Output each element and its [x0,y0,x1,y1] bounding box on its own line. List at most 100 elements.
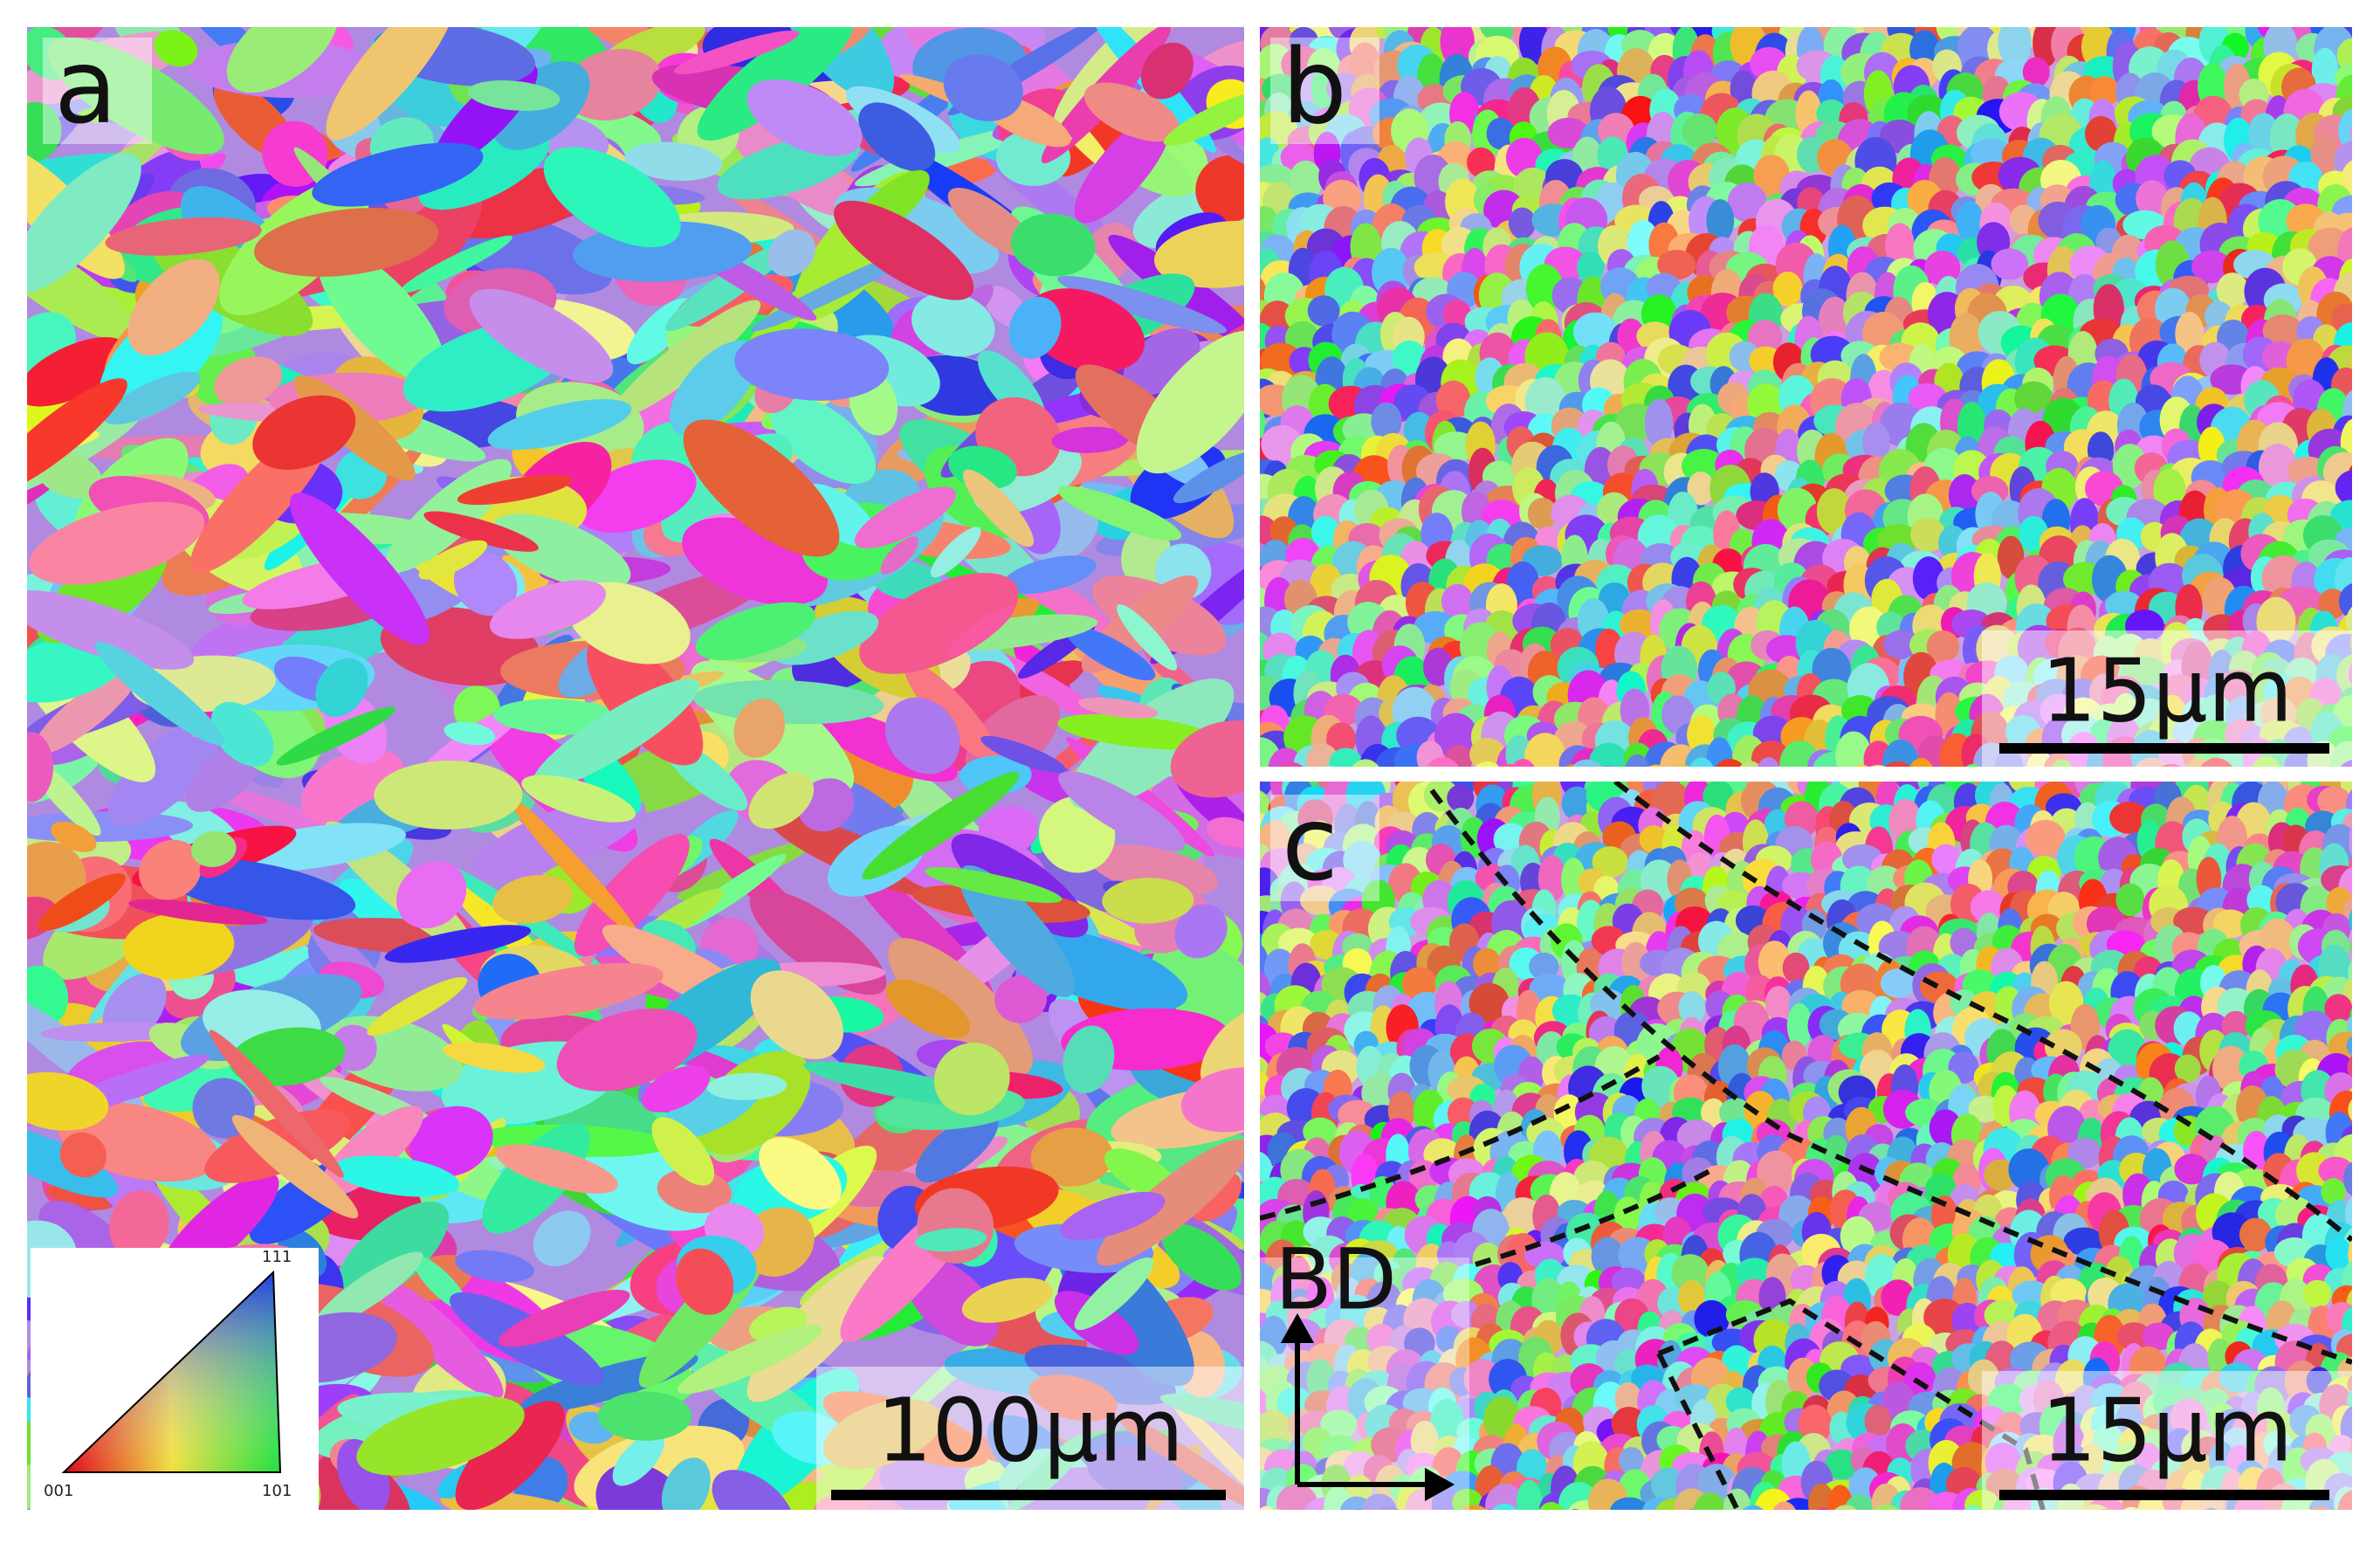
grain [1757,757,1780,767]
grain [1834,1505,1857,1510]
grain [769,395,877,485]
grain [27,378,127,495]
grain [2079,1504,2109,1510]
grain [2350,1512,2380,1542]
grain [2356,320,2380,367]
grain [1074,1257,1154,1331]
grain [1883,630,1921,659]
axis-arrows [1280,1312,1455,1502]
grain [499,1290,630,1347]
grain [1195,155,1244,223]
grain [2356,227,2380,271]
grain [1320,1409,1358,1439]
grain [1757,940,1792,984]
grain [1136,330,1244,474]
grain [1867,1509,1870,1510]
scale-bar [1999,743,2329,754]
grain [1689,757,1714,767]
boundary [1429,789,2352,1365]
grain [858,102,936,171]
grain [313,1251,423,1329]
grain [1379,1506,1400,1510]
grain [678,1325,823,1395]
grain [2174,1154,2210,1185]
grain [915,1228,987,1252]
grain [1447,784,1475,812]
grain [532,679,700,790]
grain [1880,968,1917,999]
grain [2348,959,2352,991]
grain [2357,424,2380,471]
grain [122,913,235,980]
grain [1441,583,1474,620]
grain [1329,1512,1361,1543]
grain [961,1278,1053,1323]
grain [983,648,1112,727]
grain [661,1457,711,1510]
grain [1343,841,1382,880]
grain [1561,786,1592,821]
grain [1614,1381,1642,1416]
grain [611,300,761,419]
grain [1982,1509,1991,1510]
grain [2100,1508,2111,1510]
grain [139,839,202,900]
grain [508,796,640,940]
grain [2364,166,2380,199]
grain [1764,986,1792,1021]
grain [2348,465,2352,485]
grain [1816,1508,1830,1510]
grain [2325,1236,2351,1271]
label-bg [1270,38,1379,144]
grain [1687,472,1715,506]
arrowhead [1280,1312,1315,1343]
grain [1058,771,1186,851]
grain [2156,1512,2194,1543]
grain [1971,138,2012,169]
grain [1434,713,1478,759]
grain [1948,474,1981,516]
grain [1519,1513,1546,1543]
grain [683,419,840,557]
grain [664,242,791,332]
grain [1430,1399,1464,1441]
grain [384,925,532,963]
grain [1503,1197,1543,1232]
grain [27,1071,109,1131]
grain [2216,272,2249,308]
grain [1655,1510,1689,1543]
grain [2353,1169,2378,1210]
grain [933,1043,1010,1116]
grain [1592,846,1628,878]
grain [2109,801,2150,834]
grain [733,699,786,758]
grain [1057,486,1182,541]
grain [1772,1501,1796,1510]
grain [1077,697,1159,719]
grain [1180,1067,1244,1133]
grain [1405,1516,1443,1543]
grain [1835,731,1872,767]
grain [2355,22,2380,71]
grain [1524,733,1566,767]
grain [2246,1512,2273,1543]
grain [543,147,681,248]
grain [1671,1254,1709,1293]
grain [1485,1484,1525,1510]
grain [191,830,237,867]
grain [2343,1161,2352,1196]
grain [253,208,438,277]
grain [1620,609,1660,640]
grain [1682,114,1718,148]
grain [1648,764,1665,767]
grain [27,153,141,294]
grain [47,37,224,155]
grain [1273,1508,1282,1510]
grain [1002,555,1097,595]
grain [2012,1512,2038,1539]
grain [1674,764,1689,767]
grain [2352,775,2380,805]
grain [2260,1517,2287,1543]
grain [2034,1512,2067,1543]
grain [925,867,1063,904]
